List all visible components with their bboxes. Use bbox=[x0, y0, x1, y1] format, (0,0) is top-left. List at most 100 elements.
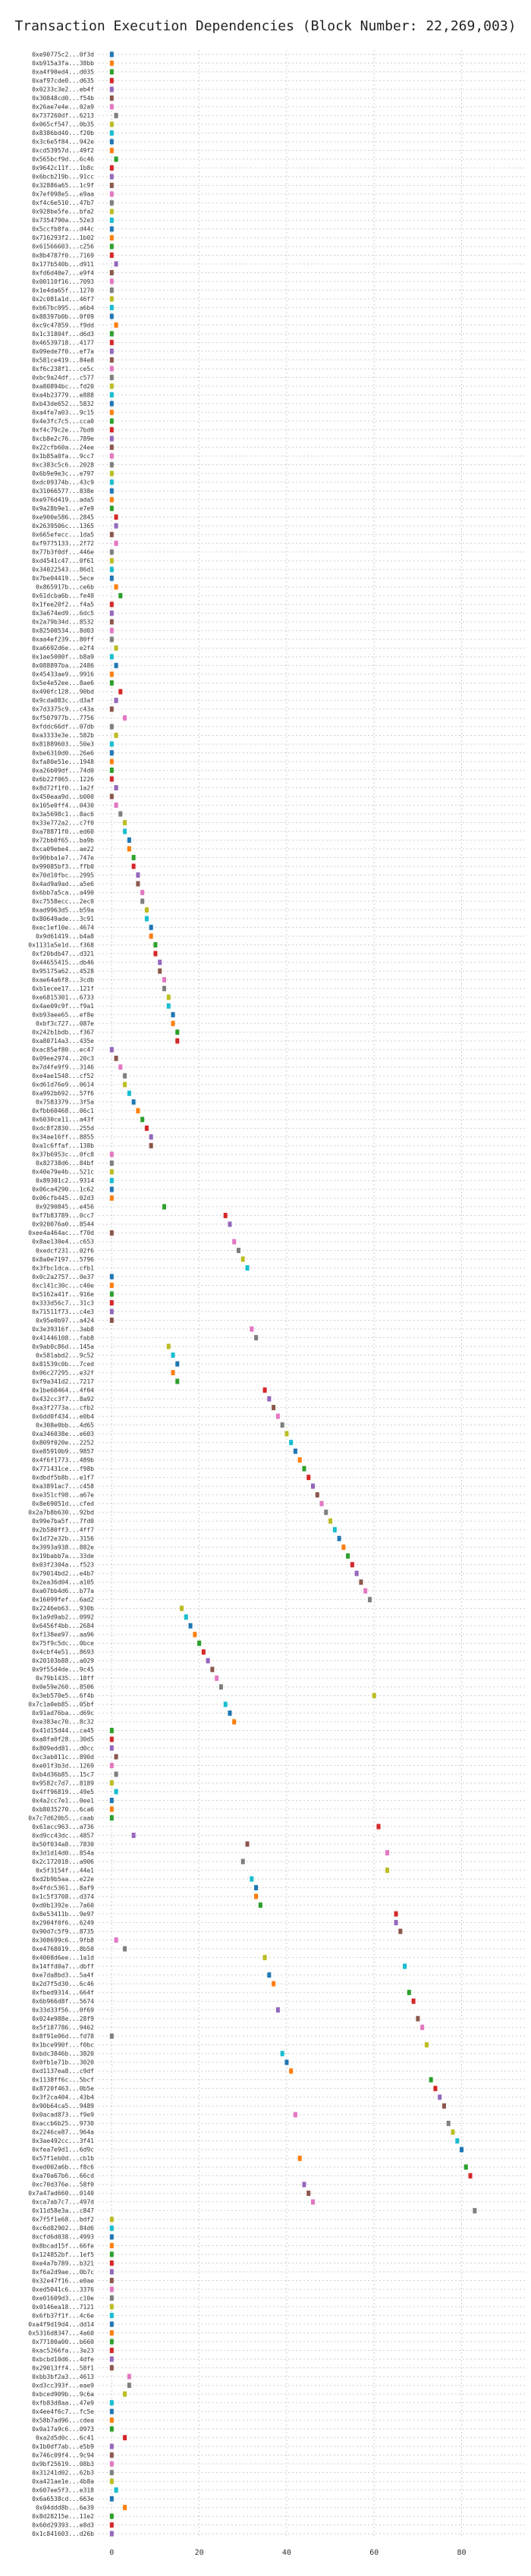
tx-hash-label: 0x716293f2...1b02 bbox=[32, 234, 94, 241]
x-tick-label: 80 bbox=[457, 2549, 466, 2557]
task-mark bbox=[109, 401, 114, 407]
task-mark bbox=[223, 1701, 228, 1707]
tx-hash-label: 0x46539718...4177 bbox=[32, 339, 94, 346]
x-tick-label: 60 bbox=[369, 2549, 379, 2557]
tx-hash-label: 0xd9cc43dc...4857 bbox=[32, 1832, 94, 1839]
tx-hash-label: 0xe7da8bd3...5a4f bbox=[32, 1971, 94, 1978]
tx-hash-label: 0xbc9a24df...c577 bbox=[32, 374, 94, 381]
task-mark bbox=[109, 313, 114, 319]
tx-hash-label: 0x065cf547...0b35 bbox=[32, 121, 94, 128]
task-mark bbox=[109, 410, 114, 416]
tx-hash-label: 0x9582c7d7...8189 bbox=[32, 1780, 94, 1786]
task-mark bbox=[385, 1850, 390, 1856]
task-mark bbox=[109, 86, 114, 93]
task-mark bbox=[131, 863, 136, 869]
tx-hash-label: 0xa4b23779...e888 bbox=[32, 391, 94, 398]
task-mark bbox=[109, 435, 114, 441]
tx-hash-label: 0x2904f0f6...6249 bbox=[32, 1919, 94, 1926]
task-mark bbox=[109, 2339, 114, 2345]
tx-hash-label: 0xca09ebe4...ae22 bbox=[32, 846, 94, 853]
task-mark bbox=[250, 1876, 254, 1882]
task-mark bbox=[280, 1422, 284, 1428]
task-mark bbox=[109, 453, 114, 459]
task-mark bbox=[319, 1500, 324, 1506]
tx-hash-label: 0xdc09374b...43c9 bbox=[32, 479, 94, 485]
tx-hash-label: 0xdbdf5b8b...e1f7 bbox=[32, 1474, 94, 1481]
task-mark bbox=[114, 514, 118, 520]
tx-hash-label: 0xed5041c6...3376 bbox=[32, 2286, 94, 2293]
tx-hash-label: 0xc3ab011c...890d bbox=[32, 1754, 94, 1761]
tx-hash-label: 0xe01609d3...c10e bbox=[32, 2295, 94, 2301]
tx-hash-label: 0xa8fa0f28...30d5 bbox=[32, 1736, 94, 1743]
task-mark bbox=[166, 1003, 171, 1009]
task-mark bbox=[297, 1457, 302, 1463]
tx-hash-label: 0x04ddd8b...6e39 bbox=[36, 2505, 94, 2512]
tx-hash-label: 0xaccb6b25...9730 bbox=[32, 2120, 94, 2127]
tx-hash-label: 0xe4a7b789...b321 bbox=[32, 2260, 94, 2267]
tx-hash-label: 0x79b1435...18ff bbox=[36, 1675, 94, 1682]
tx-hash-label: 0x1d72e32b...3156 bbox=[32, 1535, 94, 1542]
task-mark bbox=[109, 2216, 114, 2223]
task-mark bbox=[109, 1291, 114, 1297]
tx-hash-label: 0xad9963d5...b59a bbox=[32, 906, 94, 913]
task-mark bbox=[131, 1833, 136, 1839]
task-mark bbox=[136, 881, 140, 887]
tx-hash-label: 0x99085bf3...ffb0 bbox=[32, 863, 94, 870]
tx-hash-label: 0xa07bb4d6...b77a bbox=[32, 1588, 94, 1594]
task-mark bbox=[109, 130, 114, 136]
task-mark bbox=[109, 706, 114, 712]
tx-hash-label: 0xb4d36b85...15c7 bbox=[32, 1771, 94, 1778]
tx-hash-label: 0x581ce419...84e8 bbox=[32, 357, 94, 363]
task-mark bbox=[262, 1955, 267, 1961]
task-mark bbox=[275, 1413, 280, 1419]
tx-hash-label: 0x34ae16ff...8855 bbox=[32, 1134, 94, 1141]
tx-hash-label: 0x665efecc...1da5 bbox=[32, 532, 94, 539]
task-mark bbox=[109, 575, 114, 581]
tx-hash-label: 0x99e7ba5f...7fd0 bbox=[32, 1518, 94, 1525]
tx-hash-label: 0x09ee2974...20c3 bbox=[32, 1055, 94, 1062]
task-mark bbox=[311, 1483, 315, 1489]
task-mark bbox=[240, 1858, 245, 1864]
tx-hash-label: 0x2a79b34d...8532 bbox=[32, 619, 94, 626]
task-mark bbox=[438, 2094, 442, 2100]
task-mark bbox=[398, 1928, 403, 1934]
task-mark bbox=[289, 1440, 294, 1446]
task-mark bbox=[109, 793, 114, 800]
task-mark bbox=[109, 139, 114, 145]
tx-hash-label: 0x746c09f4...9c94 bbox=[32, 2452, 94, 2458]
task-mark bbox=[446, 2120, 451, 2126]
tx-hash-label: 0x5f187786...9462 bbox=[32, 2025, 94, 2031]
tx-hash-label: 0x1138ff6c...5bcf bbox=[32, 2077, 94, 2084]
tx-hash-label: 0x8a0e7197...5796 bbox=[32, 1256, 94, 1263]
tx-hash-label: 0xf9a341d2...7217 bbox=[32, 1378, 94, 1385]
task-mark bbox=[284, 1431, 289, 1437]
task-mark bbox=[123, 828, 127, 834]
task-mark bbox=[429, 2077, 433, 2083]
task-mark bbox=[109, 2496, 114, 2502]
tx-hash-label: 0x6bcb219b...91cc bbox=[32, 174, 94, 181]
task-mark bbox=[127, 2373, 131, 2380]
task-mark bbox=[144, 916, 149, 922]
task-mark bbox=[315, 1492, 319, 1498]
task-mark bbox=[162, 985, 166, 991]
tx-hash-label: 0xd61d76e9...0614 bbox=[32, 1082, 94, 1089]
tx-hash-label: 0xb915a3fa...38bb bbox=[32, 60, 94, 67]
tx-hash-label: 0x00110f16...7093 bbox=[32, 278, 94, 285]
tx-hash-label: 0x22cfb60a...24ee bbox=[32, 444, 94, 451]
task-mark bbox=[114, 112, 118, 118]
task-mark bbox=[254, 1893, 259, 1899]
tx-hash-label: 0x177b540b...d911 bbox=[32, 261, 94, 268]
task-mark bbox=[109, 2365, 114, 2371]
task-mark bbox=[109, 2470, 114, 2476]
task-mark bbox=[433, 2085, 438, 2091]
task-mark bbox=[109, 2225, 114, 2231]
task-mark bbox=[109, 1318, 114, 1324]
task-mark bbox=[109, 619, 114, 625]
tx-hash-label: 0x7583379...3f5a bbox=[36, 1099, 94, 1106]
tx-hash-label: 0x0c2a2757...0e37 bbox=[32, 1274, 94, 1280]
tx-hash-label: 0x0146ea18...7121 bbox=[32, 2304, 94, 2311]
tx-hash-label: 0xee4a464ac...f70d bbox=[28, 1230, 94, 1236]
task-mark bbox=[441, 2103, 446, 2109]
tx-hash-label: 0x81889603...50e3 bbox=[32, 741, 94, 748]
